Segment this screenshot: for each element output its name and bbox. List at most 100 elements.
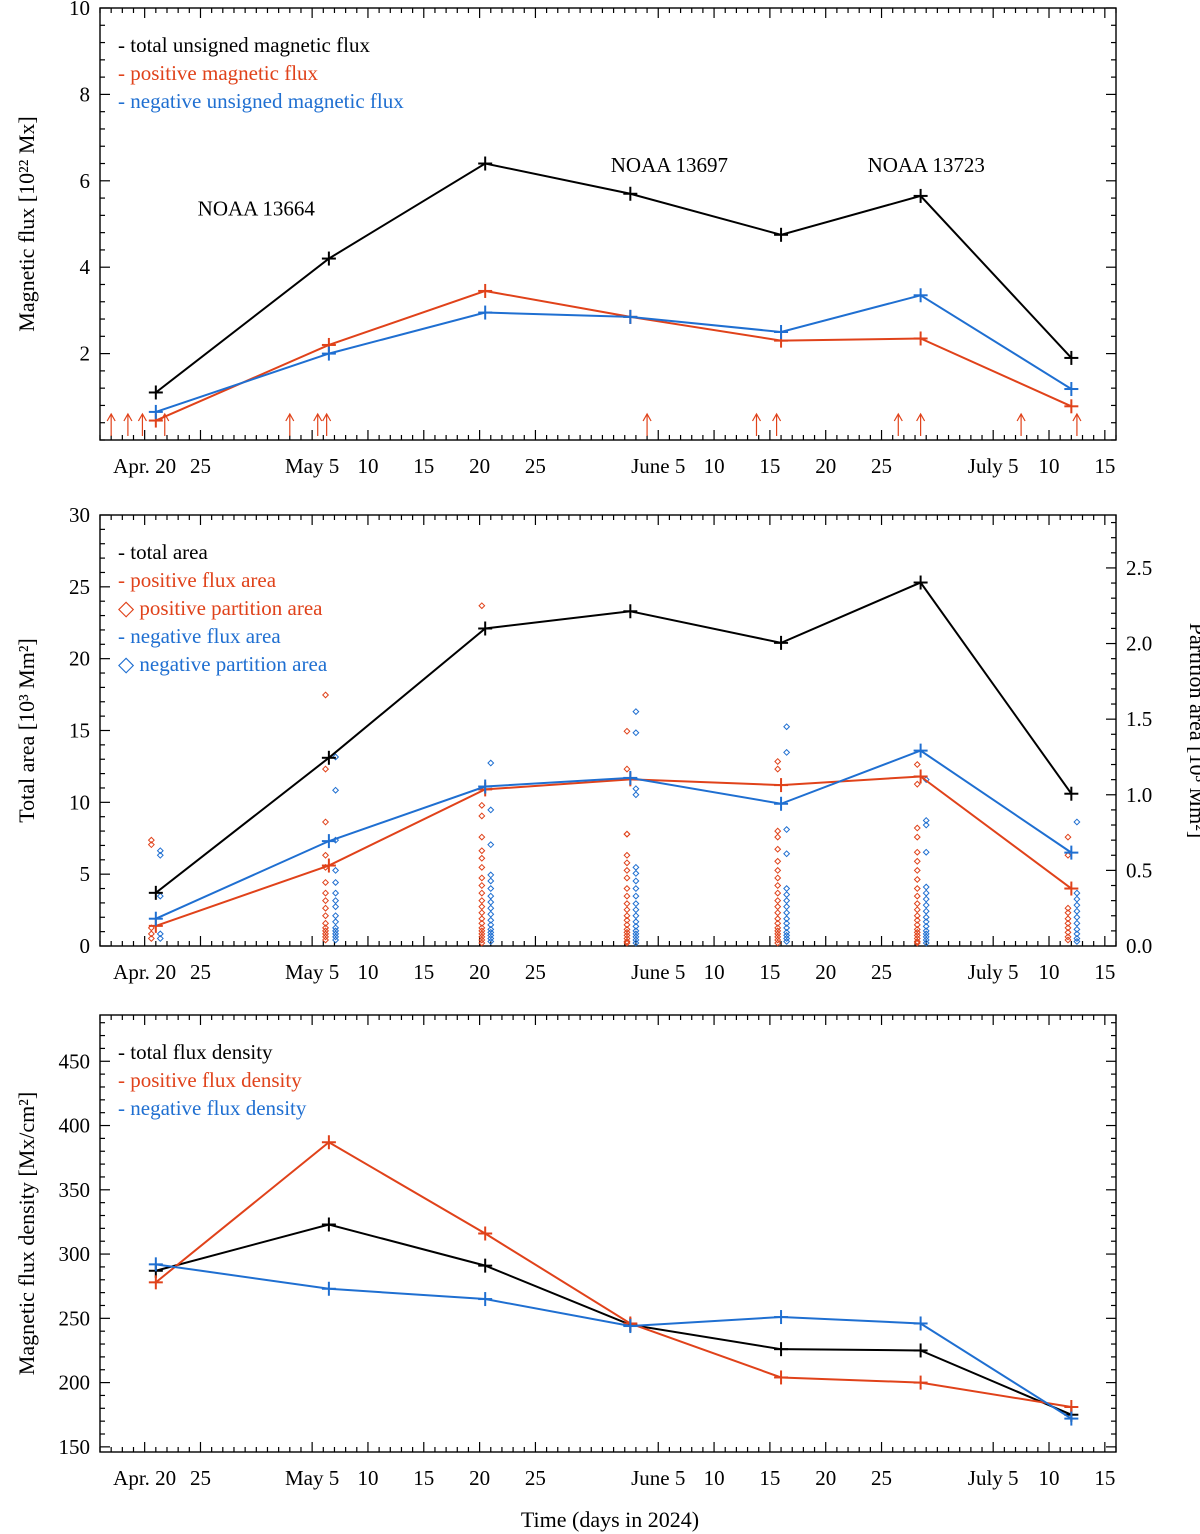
negative-partition-point (632, 906, 640, 914)
negative-partition-point (922, 895, 930, 903)
positive-partition-point (478, 833, 486, 841)
positive-partition-point (774, 909, 782, 917)
positive-partition-point (478, 897, 486, 905)
legend-entry: ◇ negative partition area (118, 652, 328, 676)
positive-partition-point (478, 915, 486, 923)
positive-partition-point (1064, 851, 1072, 859)
negative-partition-point (922, 939, 930, 947)
y-tick-label: 300 (59, 1242, 91, 1266)
y-tick-label: 0 (80, 934, 91, 958)
series-point-negative (774, 325, 789, 339)
series-point-negative (623, 770, 638, 785)
series-line-negative (155, 294, 1072, 413)
y-tick-label: 15 (69, 719, 90, 743)
negative-partition-point (332, 933, 340, 941)
series-point-black (913, 1343, 928, 1358)
positive-partition-point (774, 889, 782, 897)
negative-partition-point (487, 877, 495, 885)
x-tick-label: 10 (1039, 1466, 1060, 1490)
event-arrow (642, 412, 652, 436)
positive-partition-point (774, 827, 782, 835)
positive-partition-point (623, 906, 631, 914)
positive-partition-point (1064, 833, 1072, 841)
negative-partition-point (156, 851, 164, 859)
negative-partition-point (632, 729, 640, 737)
negative-partition-point (783, 903, 791, 911)
x-tick-label: July 5 (968, 454, 1019, 478)
legend-entry: - positive flux area (118, 568, 277, 592)
positive-partition-point (774, 845, 782, 853)
negative-partition-point (332, 866, 340, 874)
y-right-tick-label: 0.0 (1126, 934, 1152, 958)
series-point-negative (1064, 1411, 1079, 1426)
negative-partition-point (783, 919, 791, 927)
event-arrow (751, 412, 762, 436)
positive-partition-point (774, 903, 782, 911)
negative-partition-point (487, 885, 495, 893)
negative-partition-point (922, 901, 930, 909)
x-tick-label: May 5 (285, 960, 339, 984)
x-tick-label: 15 (1094, 1466, 1115, 1490)
x-tick-label: 15 (1094, 960, 1115, 984)
negative-partition-point (922, 913, 930, 921)
series-point-black (321, 750, 336, 765)
positive-partition-point (774, 919, 782, 927)
x-tick-label: June 5 (631, 960, 685, 984)
positive-partition-point (913, 937, 921, 945)
event-arrow (313, 412, 323, 436)
series-point-positive (148, 1275, 163, 1290)
positive-partition-point (623, 851, 631, 859)
positive-partition-point (913, 921, 921, 929)
positive-partition-point (774, 833, 782, 841)
series-point-positive (913, 769, 928, 784)
x-tick-label: 15 (759, 960, 780, 984)
x-tick-label: May 5 (285, 454, 339, 478)
negative-partition-point (1073, 937, 1081, 945)
legend-entry: - positive flux density (118, 1068, 302, 1092)
negative-partition-point (332, 912, 340, 920)
x-tick-label: 25 (525, 454, 546, 478)
positive-partition-point (478, 874, 486, 882)
negative-partition-point (487, 910, 495, 918)
series-point-negative (913, 1316, 928, 1331)
positive-partition-point (774, 857, 782, 865)
x-tick-label: 25 (190, 960, 211, 984)
positive-partition-point (1064, 915, 1072, 923)
series-point-black (478, 1258, 493, 1273)
series-point-black (321, 251, 336, 266)
event-arrow (285, 412, 295, 436)
negative-partition-point (487, 916, 495, 924)
x-tick-label: 25 (871, 1466, 892, 1490)
event-arrow-head (1016, 412, 1026, 422)
negative-partition-point (332, 903, 340, 911)
negative-partition-point (487, 892, 495, 900)
x-tick-label: 15 (413, 454, 434, 478)
series-point-positive (774, 778, 789, 793)
x-tick-label: July 5 (968, 1466, 1019, 1490)
y-axis-title: Magnetic flux density [Mx/cm²] (14, 1092, 39, 1375)
positive-partition-point (623, 900, 631, 908)
event-arrow-head (322, 412, 332, 422)
event-arrow-head (123, 412, 133, 422)
series-point-positive (321, 858, 336, 873)
negative-partition-point (922, 883, 930, 891)
positive-partition-point (478, 882, 486, 890)
negative-partition-point (922, 907, 930, 915)
negative-partition-point (332, 918, 340, 926)
negative-partition-point (1073, 889, 1081, 897)
positive-partition-point (147, 934, 155, 942)
x-tick-label: Apr. 20 (113, 1466, 176, 1490)
negative-partition-point (632, 708, 640, 716)
positive-partition-point (774, 882, 782, 890)
series-point-black (321, 1217, 336, 1232)
series-point-black (478, 621, 493, 636)
positive-partition-point (623, 939, 631, 947)
y-tick-label: 400 (59, 1114, 91, 1138)
y-tick-label: 4 (80, 255, 91, 279)
negative-partition-point (332, 878, 340, 886)
series-point-black (913, 575, 928, 590)
positive-partition-point (913, 912, 921, 920)
series-line-black (155, 1223, 1072, 1416)
positive-partition-point (478, 854, 486, 862)
series-point-negative (1064, 845, 1079, 860)
